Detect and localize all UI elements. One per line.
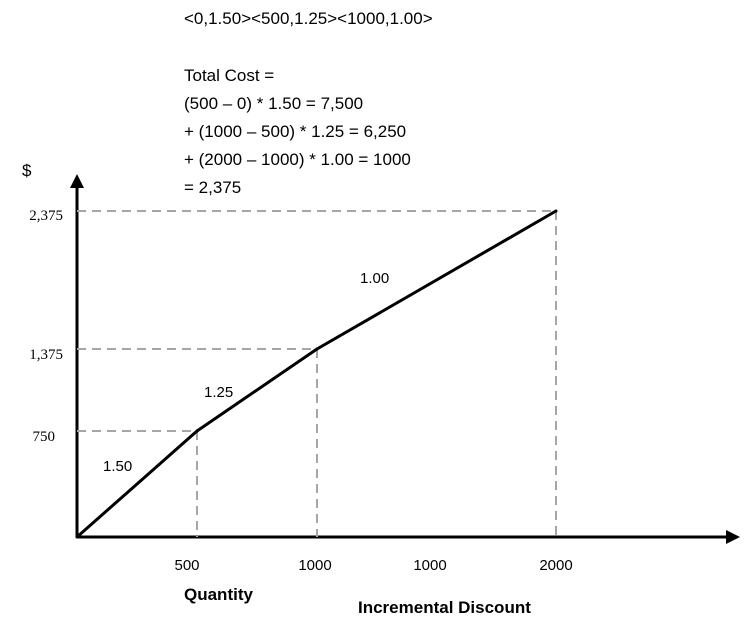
guide-lines: [77, 210, 557, 537]
y-axis-title: $: [22, 161, 32, 180]
data-point-0: [75, 535, 79, 539]
formula-line-5: = 2,375: [184, 178, 242, 197]
y-tick-label-750: 750: [33, 429, 56, 445]
y-axis-arrow: [70, 174, 84, 188]
data-point-500: [195, 429, 199, 433]
breakpoint-list: <0,1.50><500,1.25><1000,1.00>: [184, 9, 433, 28]
x-tick-label-500: 500: [174, 557, 199, 574]
y-tick-label-2375: 2,375: [29, 208, 63, 224]
segment-label-3: 1.00: [360, 270, 389, 287]
segment-label-1: 1.50: [103, 458, 132, 475]
data-point-2000: [554, 209, 558, 213]
formula-line-4: + (2000 – 1000) * 1.00 = 1000: [184, 150, 411, 169]
x-tick-label-2000: 2000: [539, 557, 572, 574]
x-axis-arrow: [726, 530, 740, 544]
x-tick-label-1000a: 1000: [298, 557, 331, 574]
formula-line-2: (500 – 0) * 1.50 = 7,500: [184, 94, 364, 113]
x-axis-title: Quantity: [184, 585, 253, 604]
x-tick-label-1000b: 1000: [413, 557, 446, 574]
cost-line: [76, 209, 557, 539]
formula-line-3: + (1000 – 500) * 1.25 = 6,250: [184, 122, 407, 141]
segment-label-2: 1.25: [204, 384, 233, 401]
formula-line-1: Total Cost =: [184, 66, 275, 85]
chart-caption: Incremental Discount: [358, 598, 531, 617]
y-tick-label-1375: 1,375: [29, 347, 63, 363]
line-points: [75, 209, 558, 539]
data-point-1000: [315, 347, 319, 351]
